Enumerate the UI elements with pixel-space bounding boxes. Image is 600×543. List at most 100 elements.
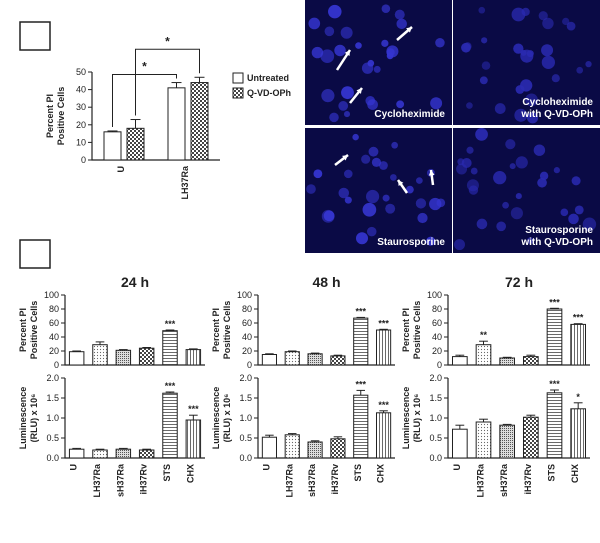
nucleus <box>329 112 339 123</box>
nucleus <box>381 39 389 47</box>
nucleus <box>426 236 436 246</box>
axis <box>257 378 395 459</box>
bar <box>570 408 587 459</box>
y-tick-label: 1.5 <box>429 393 442 403</box>
y-tick-label: 40 <box>49 332 59 342</box>
nucleus <box>361 154 371 164</box>
y-axis-label-line: Positive Cells <box>222 301 232 360</box>
bar <box>284 351 300 366</box>
y-axis-label-line: Percent PI <box>18 308 28 352</box>
x-tick-label: sH37Ra <box>307 463 317 497</box>
x-tick-label: CHX <box>570 464 580 483</box>
nucleus <box>505 139 516 150</box>
y-tick-label: 1.0 <box>46 413 59 423</box>
nucleus <box>394 9 405 20</box>
nucleus <box>541 55 555 69</box>
y-axis-label-line: Luminescence <box>211 387 221 450</box>
y-tick-label: 2.0 <box>239 373 252 383</box>
x-tick-label: U <box>261 464 271 471</box>
nucleus <box>341 86 354 100</box>
significance: *** <box>355 379 366 389</box>
bar <box>261 436 277 459</box>
image-caption: Staurosporine with Q-VD-OPh <box>520 225 593 248</box>
nucleus <box>430 97 443 110</box>
axis <box>447 378 590 459</box>
chart-title: 24 h <box>121 274 149 290</box>
x-tick-label: LH37Ra <box>180 165 190 200</box>
legend-swatch <box>232 72 244 84</box>
nucleus <box>343 111 351 118</box>
bar <box>190 82 209 161</box>
image-caption-line: Staurosporine <box>377 237 445 248</box>
bar <box>185 349 202 366</box>
bar <box>167 87 186 161</box>
significance: * <box>576 392 580 402</box>
x-tick-label: iH37Rv <box>330 464 340 495</box>
nucleus <box>478 6 486 14</box>
y-tick-label: 100 <box>44 290 59 300</box>
y-axis-label-line: Luminescence <box>401 387 411 450</box>
nucleus <box>513 43 524 54</box>
y-tick-label: 100 <box>237 290 252 300</box>
y-tick-label: 80 <box>432 304 442 314</box>
nucleus <box>537 177 547 188</box>
arrow-head <box>344 50 350 56</box>
nucleus <box>323 210 335 222</box>
nucleus <box>382 194 390 202</box>
nucleus <box>355 42 362 49</box>
y-tick-label: 30 <box>76 102 86 112</box>
image-caption: Cycloheximide with Q-VD-OPh <box>520 97 593 120</box>
y-tick-label: 40 <box>76 85 86 95</box>
axis <box>64 295 205 366</box>
bar <box>185 419 202 459</box>
significance: *** <box>355 306 366 316</box>
y-axis-label-line: Percent PI <box>45 94 55 138</box>
significance: * <box>165 34 170 48</box>
x-tick-label: STS <box>162 464 172 482</box>
y-tick-label: 80 <box>49 304 59 314</box>
legend-label: Q-VD-OPh <box>247 88 291 98</box>
image-caption-line: Cycloheximide <box>522 97 593 108</box>
y-tick-label: 1.5 <box>46 393 59 403</box>
x-tick-label: LH37Ra <box>284 463 294 498</box>
chart-title: 72 h <box>505 274 533 290</box>
nucleus <box>525 93 538 107</box>
nucleus <box>313 169 323 179</box>
nucleus <box>352 133 359 141</box>
nucleus <box>576 66 584 74</box>
legend-label: Untreated <box>247 73 289 83</box>
arrow-head <box>356 88 362 94</box>
bar <box>546 392 563 459</box>
y-tick-label: 60 <box>432 318 442 328</box>
nucleus <box>541 44 554 57</box>
nucleus <box>520 79 533 92</box>
y-axis-label-line: Luminescence <box>18 387 28 450</box>
y-tick-label: 0.0 <box>429 453 442 463</box>
bar <box>376 412 392 459</box>
bar <box>68 448 85 459</box>
bar <box>330 355 346 366</box>
bar <box>451 356 468 366</box>
nucleus <box>338 187 350 199</box>
nucleus <box>466 179 479 192</box>
nucleus <box>390 174 397 181</box>
y-axis-label-line: Percent PI <box>211 308 221 352</box>
y-tick-label: 80 <box>242 304 252 314</box>
nucleus <box>527 112 539 124</box>
image-caption-line: with Q-VD-OPh <box>520 109 593 120</box>
axis <box>447 295 590 366</box>
y-tick-label: 0.0 <box>46 453 59 463</box>
nucleus <box>343 169 353 179</box>
y-axis-label-line: Percent PI <box>401 308 411 352</box>
nucleus <box>582 217 597 231</box>
nucleus <box>551 74 560 83</box>
y-tick-label: 20 <box>432 346 442 356</box>
x-tick-label: iH37Rv <box>523 464 533 495</box>
nucleus <box>479 76 488 85</box>
bar <box>284 434 300 459</box>
bar <box>92 344 108 366</box>
bar <box>451 428 468 459</box>
nucleus <box>415 198 427 209</box>
image-caption: Staurosporine <box>377 237 445 248</box>
nucleus <box>311 46 324 59</box>
